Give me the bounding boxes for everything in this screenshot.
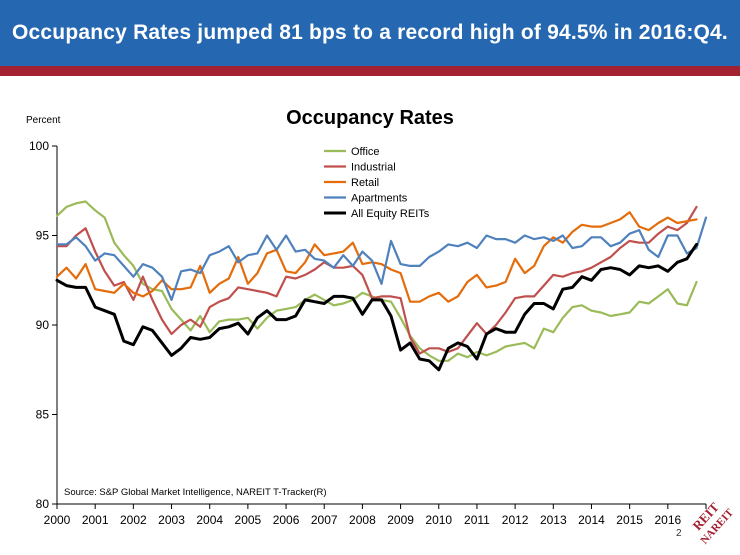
chart-legend: Office Industrial Retail Apartments All Equi… [324, 146, 430, 220]
legend-label-industrial: Industrial [351, 162, 396, 174]
x-tick-label: 2016 [654, 513, 681, 527]
source-note: Source: S&P Global Market Intelligence, … [64, 487, 327, 498]
y-axis-label: Percent [26, 115, 61, 126]
x-tick-label: 2013 [540, 513, 567, 527]
nareit-logo: REIT NAREIT [689, 499, 736, 546]
legend-label-all-equity-reits: All Equity REITs [351, 208, 430, 220]
x-tick-label: 2001 [82, 513, 109, 527]
y-tick-label: 85 [36, 408, 50, 422]
occupancy-rates-chart: Occupancy Rates Percent 80 85 90 95 100 2000 2… [26, 107, 708, 527]
series-line-industrial [55, 205, 698, 355]
series-line-apartments [55, 216, 708, 301]
chart-axes: 80 85 90 95 100 2000 2001 2002 2003 2004 2005 2006 2… [29, 139, 707, 527]
x-tick-label: 2009 [387, 513, 414, 527]
x-tick-label: 2015 [616, 513, 643, 527]
legend-label-apartments: Apartments [351, 193, 408, 205]
x-tick-label: 2010 [425, 513, 452, 527]
x-tick-label: 2007 [311, 513, 338, 527]
series-line-all-equity-reits [55, 242, 698, 372]
x-tick-label: 2004 [196, 513, 223, 527]
title-banner [0, 0, 740, 66]
x-tick-label: 2006 [273, 513, 300, 527]
y-tick-label: 90 [36, 318, 50, 332]
legend-label-office: Office [351, 146, 380, 158]
series-line-office [55, 200, 698, 362]
x-tick-label: 2012 [502, 513, 529, 527]
y-tick-label: 95 [36, 229, 50, 243]
chart-title: Occupancy Rates [286, 107, 454, 129]
x-tick-label: 2005 [235, 513, 262, 527]
y-tick-label: 80 [36, 497, 50, 511]
x-tick-label: 2014 [578, 513, 605, 527]
x-tick-label: 2003 [158, 513, 185, 527]
slide-number: 2 [676, 528, 682, 539]
legend-label-retail: Retail [351, 177, 379, 189]
chart-series [55, 200, 708, 372]
x-tick-label: 2002 [120, 513, 147, 527]
x-tick-label: 2008 [349, 513, 376, 527]
slide-title: Occupancy Rates jumped 81 bps to a recor… [12, 21, 728, 44]
x-tick-label: 2000 [44, 513, 71, 527]
y-tick-label: 100 [29, 139, 49, 153]
x-tick-label: 2011 [464, 513, 490, 527]
banner-stripe [0, 66, 740, 76]
